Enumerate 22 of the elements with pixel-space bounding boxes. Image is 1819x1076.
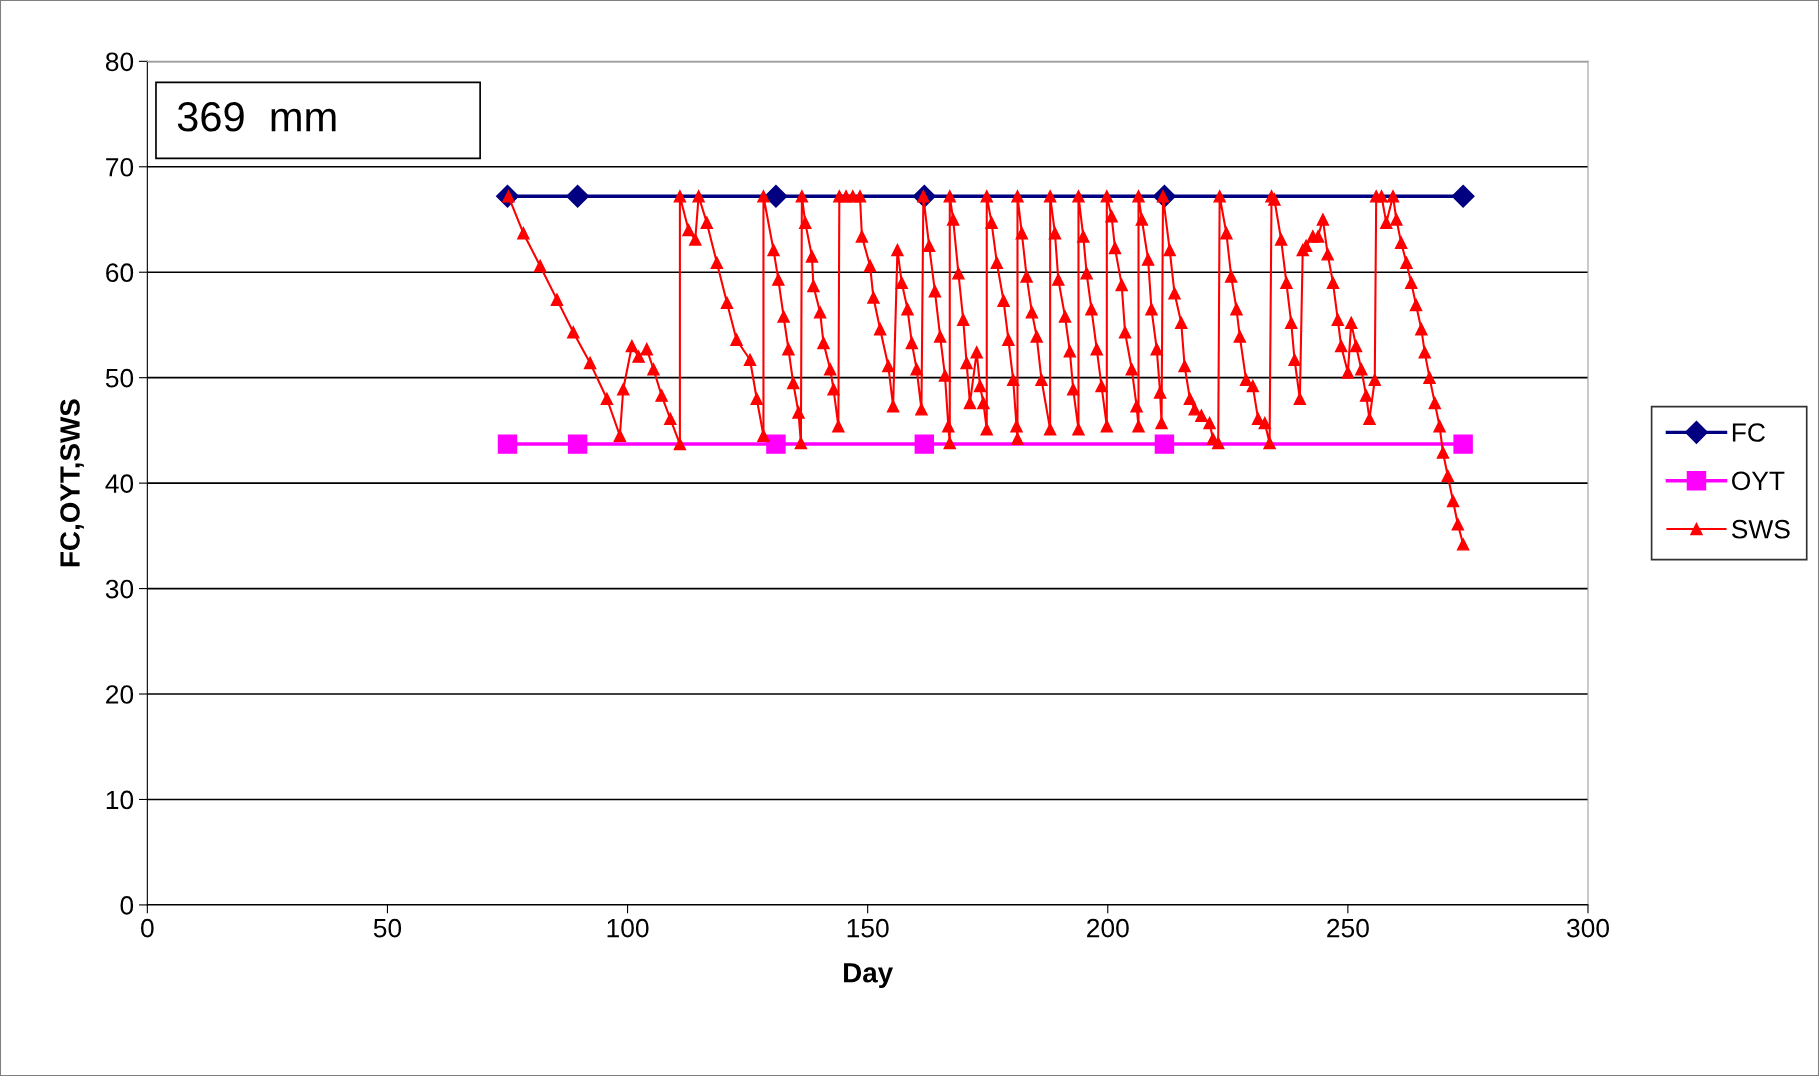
x-tick-label: 0 [141,918,154,938]
y-tick-label: 60 [106,263,134,283]
y-tick-label: 40 [105,474,134,493]
y-axis-title: FC,OYT,SWS [60,399,84,567]
x-tick-label: 150 [847,918,889,938]
y-tick-label: 10 [106,790,134,810]
y-tick-label: 50 [105,368,134,388]
y-tick-label: 30 [105,579,134,599]
x-tick-label: 100 [607,918,649,938]
legend-label: OYT [1732,471,1785,491]
y-tick-label: 80 [105,52,134,72]
x-tick-label: 250 [1327,918,1369,938]
x-tick-label: 300 [1566,918,1609,938]
y-tick-label: 20 [106,685,134,704]
legend-label: FC [1732,423,1765,442]
annotation: 369 mm [177,102,336,132]
legend-label: SWS [1731,519,1790,539]
x-axis-title: Day [844,963,893,989]
x-tick-label: 200 [1087,918,1129,938]
y-tick-label: 0 [120,896,134,915]
x-tick-label: 50 [373,918,402,938]
y-tick-label: 70 [106,157,134,177]
